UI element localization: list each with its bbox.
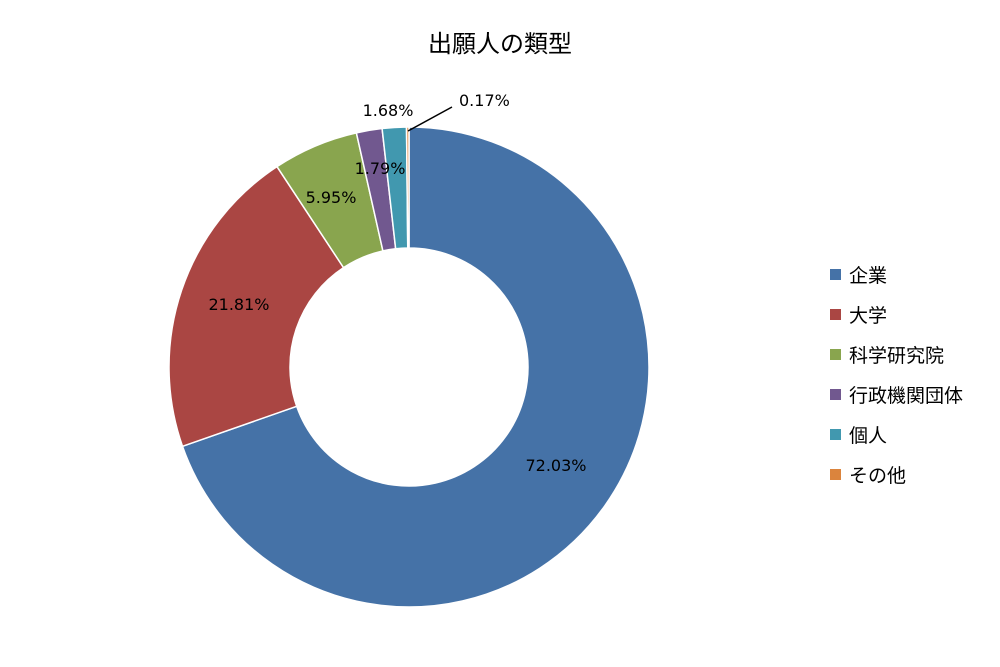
legend-item-4: 行政機関団体 <box>830 374 963 414</box>
legend-label: 大学 <box>849 304 888 327</box>
legend-swatch <box>830 468 841 480</box>
legend-label: 個人 <box>849 424 888 447</box>
data-label-4: 1.79% <box>355 159 406 178</box>
legend-label: 行政機関団体 <box>849 384 964 407</box>
legend-item-2: 大学 <box>830 294 963 334</box>
slice-1 <box>181 126 650 608</box>
legend-label: 科学研究院 <box>849 344 945 367</box>
legend-swatch <box>830 268 841 280</box>
slice-2 <box>168 165 345 448</box>
slice-6 <box>405 126 410 249</box>
legend: 企業大学科学研究院行政機関団体 個人その他 <box>830 254 963 494</box>
legend-swatch <box>830 348 841 360</box>
legend-label: 企業 <box>849 264 888 287</box>
legend-item-1: 企業 <box>830 254 963 294</box>
leader-line <box>407 106 453 132</box>
data-label-2: 21.81% <box>208 295 269 314</box>
data-label-3: 5.95% <box>306 188 357 207</box>
data-label-1: 72.03% <box>525 456 586 475</box>
legend-item-6: その他 <box>830 454 963 494</box>
chart-title: 出願人の類型 <box>428 30 572 58</box>
legend-item-3: 科学研究院 <box>830 334 963 374</box>
legend-item-5: 個人 <box>830 414 963 454</box>
legend-label: その他 <box>849 464 907 487</box>
legend-swatch <box>830 388 841 400</box>
data-label-5: 1.68% <box>363 101 414 120</box>
legend-swatch <box>830 428 841 440</box>
legend-swatch <box>830 308 841 320</box>
data-label-6: 0.17% <box>459 91 510 110</box>
